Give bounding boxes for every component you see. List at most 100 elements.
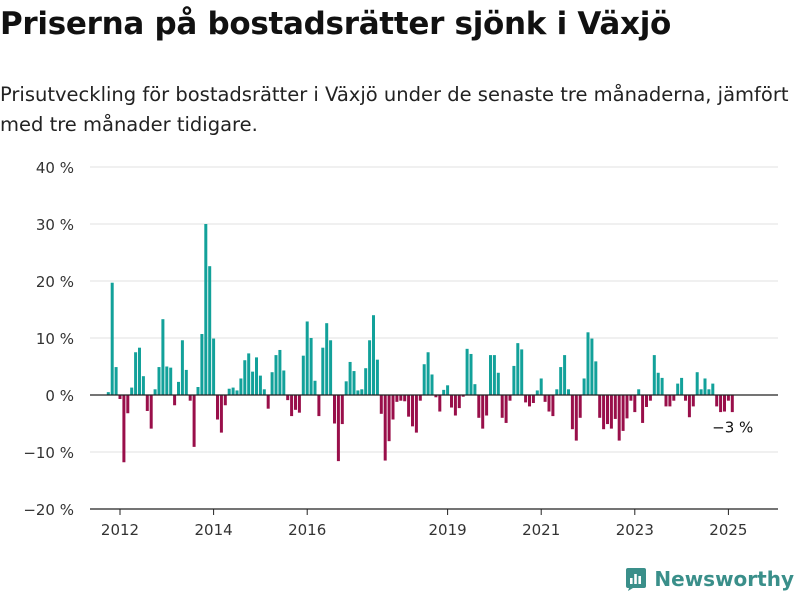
bar: [122, 395, 126, 463]
bar: [196, 387, 200, 395]
bar: [442, 389, 446, 395]
y-tick-label: 20 %: [36, 273, 74, 291]
bar: [157, 367, 161, 395]
bar: [594, 361, 598, 395]
bar: [473, 384, 477, 395]
bar: [407, 395, 411, 417]
bar: [145, 395, 149, 411]
bar: [590, 338, 594, 395]
bar: [547, 395, 551, 412]
brand-name: Newsworthy: [654, 567, 794, 591]
bar: [434, 395, 438, 398]
bar: [325, 323, 329, 395]
bar: [278, 349, 282, 395]
bar: [652, 355, 656, 395]
bar: [586, 332, 590, 395]
bar: [286, 395, 290, 401]
bar: [305, 321, 309, 395]
bar: [637, 389, 641, 395]
bar: [500, 395, 504, 418]
bar: [520, 349, 524, 395]
chart-subtitle: Prisutveckling för bostadsrätter i Växjö…: [0, 83, 789, 136]
bar: [664, 395, 668, 407]
bar: [344, 381, 348, 395]
bar: [321, 347, 325, 395]
bar: [535, 390, 539, 395]
bar: [656, 372, 660, 395]
bar: [270, 372, 274, 395]
bar: [243, 360, 247, 395]
bar: [422, 364, 426, 395]
bar: [426, 352, 430, 395]
x-tick-label: 2019: [429, 521, 467, 539]
bar: [266, 395, 270, 409]
bar: [629, 395, 633, 401]
bar-chart: 40 %30 %20 %10 %0 %−10 %−20 % 2012 2014 20…: [23, 159, 778, 539]
bar: [258, 375, 262, 395]
y-tick-label: 30 %: [36, 216, 74, 234]
bar: [262, 389, 266, 395]
bar: [606, 395, 609, 425]
bar: [531, 395, 535, 403]
y-tick-label: −10 %: [23, 444, 74, 462]
bar: [438, 395, 442, 412]
bar: [391, 395, 395, 420]
bar: [574, 395, 578, 441]
bar: [418, 395, 422, 401]
x-tick-label: 2025: [709, 521, 747, 539]
x-tick-label: 2014: [195, 521, 233, 539]
bar: [223, 395, 227, 406]
bar: [204, 224, 208, 395]
bar: [672, 395, 676, 401]
bar: [118, 395, 122, 399]
bar: [485, 395, 489, 416]
bar: [153, 389, 157, 395]
bar: [333, 395, 336, 424]
bar: [477, 395, 481, 418]
bar: [110, 282, 114, 395]
y-tick-label: 40 %: [36, 159, 74, 177]
bar: [687, 395, 691, 418]
bar: [492, 355, 496, 395]
bar: [134, 352, 138, 395]
bar: [352, 371, 356, 395]
bar: [726, 395, 730, 401]
bar: [625, 395, 629, 419]
bar: [395, 395, 399, 402]
bar: [723, 395, 726, 412]
bar: [297, 395, 301, 413]
bar: [496, 372, 500, 395]
bar: [375, 359, 379, 395]
bar: [602, 395, 606, 430]
bar: [161, 319, 165, 395]
bar: [227, 388, 231, 395]
bar: [711, 383, 715, 395]
bar: [379, 395, 383, 414]
bar: [730, 395, 734, 413]
bar: [356, 390, 360, 395]
bar: [317, 395, 321, 417]
bar: [130, 387, 134, 395]
bar: [504, 395, 508, 423]
bar: [555, 389, 559, 395]
bar: [294, 395, 297, 410]
bar: [360, 389, 364, 395]
bar: [469, 353, 473, 395]
bar: [309, 338, 313, 395]
bar: [138, 347, 141, 395]
bar: [582, 378, 586, 395]
bar: [563, 355, 567, 395]
bar: [691, 395, 695, 407]
x-tick-label: 2012: [101, 521, 139, 539]
bar: [567, 389, 570, 395]
bar: [578, 395, 582, 418]
bar: [512, 365, 516, 395]
bar: [641, 395, 645, 423]
bar: [192, 395, 196, 447]
bar: [114, 367, 118, 395]
bar: [180, 340, 184, 395]
chart-title: Priserna på bostadsrätter sjönk i Växjö: [0, 6, 672, 42]
bar: [648, 395, 652, 401]
bar: [598, 395, 602, 418]
bar: [699, 389, 703, 395]
